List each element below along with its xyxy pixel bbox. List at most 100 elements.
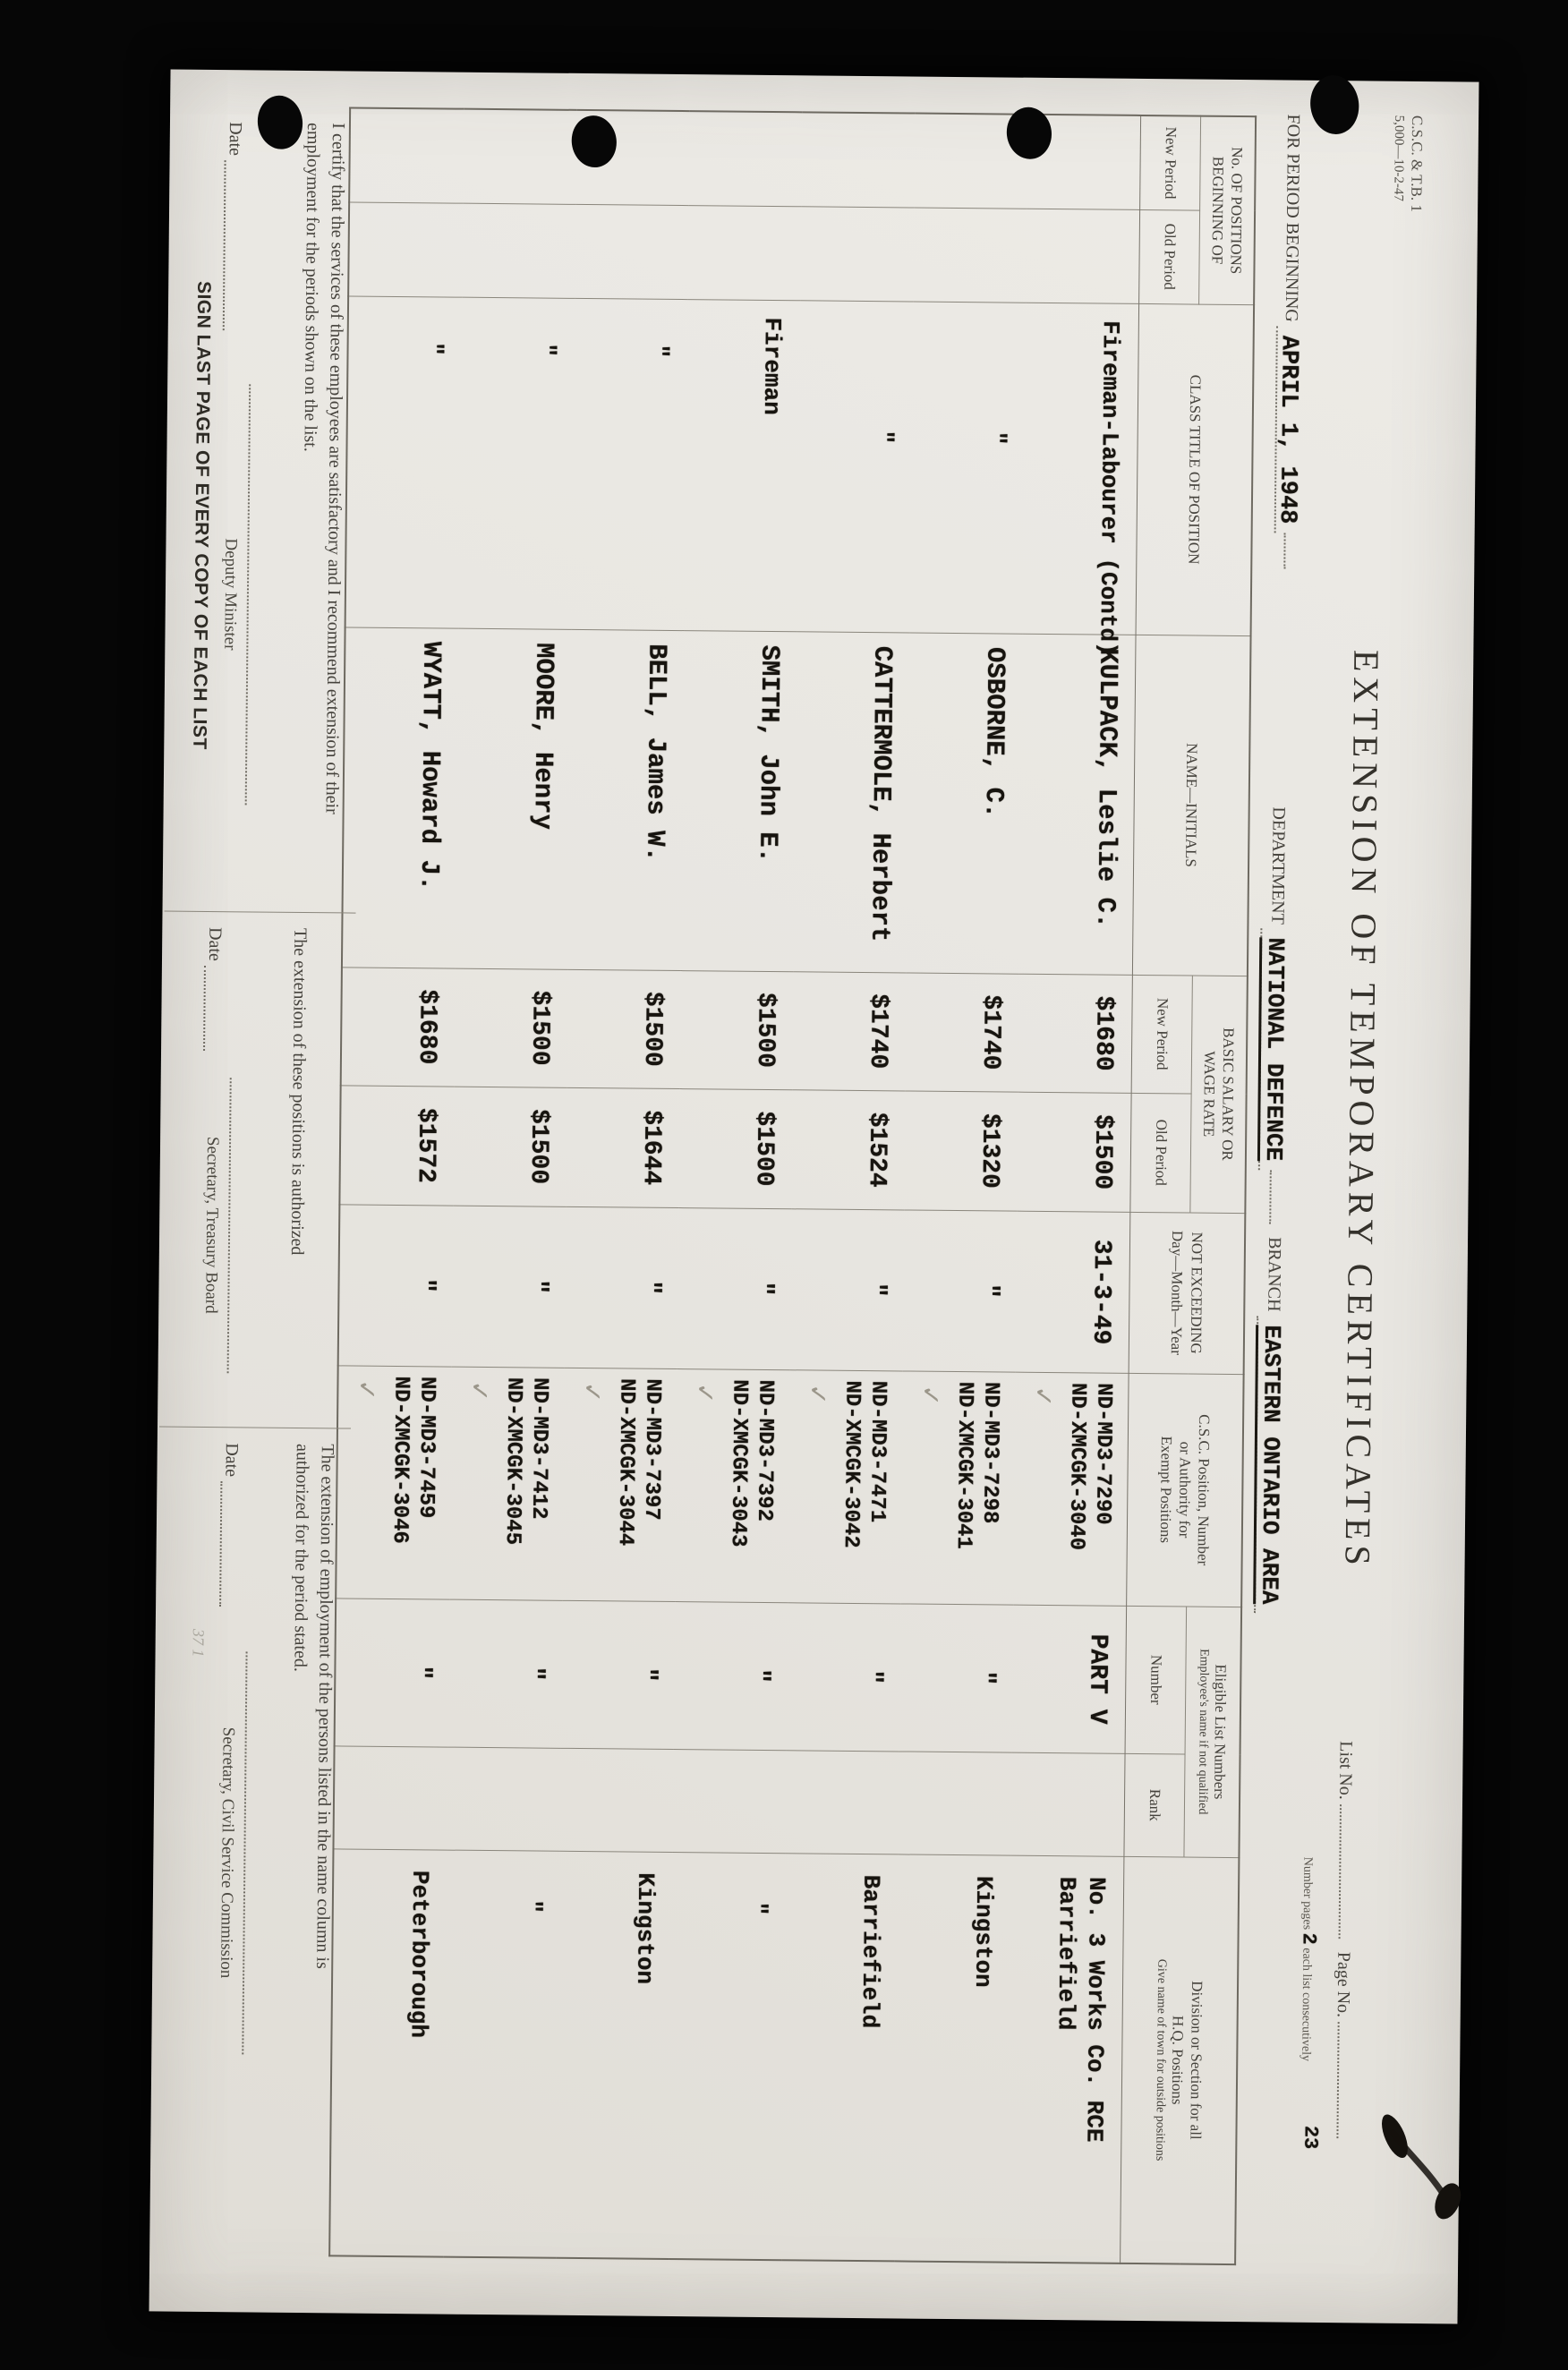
csc-number-cell: ND-MD3-7471 ND-XMCGK-3042 ✓ bbox=[788, 1369, 903, 1604]
typed-pages-count: 2 bbox=[1297, 1932, 1320, 1945]
department-branch-line: DEPARTMENT NATIONAL DEFENCE BRANCH EASTE… bbox=[1253, 806, 1293, 1614]
csc-number-cell: ND-MD3-7397 ND-XMCGK-3044 ✓ bbox=[562, 1367, 677, 1602]
csc-number-cell: ND-MD3-7392 ND-XMCGK-3043 ✓ bbox=[675, 1368, 790, 1603]
not-exceeding-cell: 31-3-49 bbox=[1086, 1239, 1116, 1345]
name-cell: CATTERMOLE, Herbert bbox=[865, 645, 898, 942]
salary-old-cell: $1524 bbox=[862, 1112, 891, 1188]
not-exceeding-cell: " bbox=[635, 1280, 664, 1296]
certification-block: I certify that the services of these emp… bbox=[187, 122, 351, 895]
period-line: FOR PERIOD BEGINNING APRIL 1, 1948 bbox=[1274, 114, 1307, 569]
punch-hole bbox=[1307, 72, 1363, 138]
salary-old-cell: $1500 bbox=[749, 1111, 779, 1187]
eligible-number-cell: " bbox=[406, 1665, 435, 1681]
branch-value: EASTERN ONTARIO AREA bbox=[1253, 1325, 1286, 1605]
treasury-authorization-text: The extension of these positions is auth… bbox=[286, 927, 311, 1256]
class-title-cell: " bbox=[533, 314, 560, 358]
header-salary-old: Old Period bbox=[1129, 1092, 1192, 1213]
not-exceeding-cell: " bbox=[861, 1282, 890, 1298]
header-new-period: New Period bbox=[1139, 115, 1201, 210]
list-no-label: List No. bbox=[1335, 1741, 1356, 1800]
pencil-checkmark: ✓ bbox=[1028, 1385, 1059, 1408]
class-title-cell: Fireman bbox=[757, 317, 786, 415]
table-row: " MOORE, Henry $1500 $1500 " ND-MD3-7412… bbox=[443, 108, 577, 2258]
period-label: FOR PERIOD BEGINNING bbox=[1281, 114, 1304, 322]
division-cell: No. 3 Works Co. RCE Barriefield bbox=[1007, 1854, 1124, 2263]
page-title: EXTENSION OF TEMPORARY CERTIFICATES bbox=[1337, 649, 1387, 1571]
salary-new-cell: $1500 bbox=[637, 991, 667, 1067]
document-page: C.S.C. & T.B. 1 5,000—10-2-47 EXTENSION … bbox=[149, 69, 1479, 2324]
not-exceeding-cell: " bbox=[974, 1283, 1002, 1299]
header-salary-new: New Period bbox=[1131, 974, 1193, 1094]
header-class-title: CLASS TITLE OF POSITION bbox=[1136, 303, 1255, 636]
division-cell: Kingston bbox=[894, 1854, 1011, 2263]
note-part1: Number pages bbox=[1300, 1856, 1315, 1931]
salary-old-cell: $1320 bbox=[975, 1113, 1004, 1189]
division-cell: " bbox=[669, 1852, 786, 2261]
division-cell: Peterborough bbox=[329, 1848, 447, 2257]
salary-new-cell: $1740 bbox=[863, 993, 892, 1070]
pencil-checkmark: ✓ bbox=[690, 1382, 720, 1404]
salary-new-cell: $1680 bbox=[1088, 995, 1118, 1071]
form-number-line2: 5,000—10-2-47 bbox=[1391, 115, 1407, 202]
csc-block: The extension of employment of the perso… bbox=[213, 1443, 340, 2263]
period-leader bbox=[1283, 533, 1303, 569]
department-leader bbox=[1269, 1170, 1289, 1224]
not-exceeding-cell: " bbox=[748, 1281, 777, 1297]
name-cell: KULPACK, Leslie C. bbox=[1090, 647, 1123, 929]
treasury-board-block: The extension of these positions is auth… bbox=[200, 927, 312, 1411]
list-no-blank bbox=[1338, 1803, 1359, 1939]
date-blank bbox=[203, 965, 223, 1051]
class-title-cell: " bbox=[645, 316, 673, 359]
header-not-exceeding: NOT EXCEEDING Day—Month—Year bbox=[1129, 1211, 1246, 1375]
eligible-number-cell: " bbox=[632, 1667, 660, 1683]
header-name: NAME—INITIALS bbox=[1132, 634, 1251, 976]
header-eligible-group: Eligible List Numbers Employee's name if… bbox=[1183, 1606, 1242, 1858]
form-number-line1: C.S.C. & T.B. 1 bbox=[1408, 115, 1427, 213]
table-row: Fireman-Labourer (Contd) KULPACK, Leslie… bbox=[1007, 114, 1141, 2263]
signature-blank bbox=[242, 1651, 265, 2055]
eligible-number-cell: " bbox=[857, 1669, 886, 1685]
department-label: DEPARTMENT bbox=[1267, 806, 1289, 925]
header-eligible-rank: Rank bbox=[1123, 1752, 1186, 1857]
division-cell: Kingston bbox=[556, 1850, 673, 2260]
page-no-blank bbox=[1336, 2022, 1357, 2139]
table-row: " OSBORNE, C. $1740 $1320 " ND-MD3-7298 … bbox=[894, 113, 1028, 2263]
eligible-number-cell: " bbox=[970, 1670, 999, 1686]
department-value: NATIONAL DEFENCE bbox=[1257, 937, 1290, 1162]
date-blank bbox=[222, 159, 243, 331]
name-cell: WYATT, Howard J. bbox=[413, 641, 447, 891]
ink-smudge bbox=[1381, 2114, 1461, 2220]
treasury-secretary-label: Secretary, Treasury Board bbox=[201, 1136, 223, 1314]
table-row: " WYATT, Howard J. $1680 $1572 " ND-MD3-… bbox=[329, 107, 464, 2257]
date-label: Date bbox=[225, 122, 245, 157]
csc-number-cell: ND-MD3-7298 ND-XMCGK-3041 ✓ bbox=[900, 1370, 1016, 1605]
salary-old-cell: $1500 bbox=[524, 1108, 553, 1185]
pencil-checkmark: ✓ bbox=[577, 1381, 608, 1403]
salary-new-cell: $1740 bbox=[976, 994, 1005, 1070]
csc-number-cell: ND-MD3-7412 ND-XMCGK-3045 ✓ bbox=[449, 1366, 565, 1600]
not-exceeding-cell: " bbox=[523, 1279, 551, 1295]
salary-old-cell: $1500 bbox=[1087, 1113, 1117, 1190]
table-row: " CATTERMOLE, Herbert $1740 $1524 " ND-M… bbox=[781, 112, 916, 2262]
note-part2: each list consecutively bbox=[1299, 1948, 1314, 2062]
header-positions-group: No. OF POSITIONS BEGINNING OF bbox=[1198, 115, 1257, 305]
csc-secretary-label: Secretary, Civil Service Commission bbox=[217, 1726, 238, 1979]
csc-authorization-text: The extension of employment of the perso… bbox=[290, 1443, 337, 1969]
date-label: Date bbox=[221, 1443, 242, 1478]
sign-last-page-note: SIGN LAST PAGE OF EVERY COPY OF EACH LIS… bbox=[189, 280, 215, 750]
name-cell: SMITH, John E. bbox=[753, 644, 785, 864]
pencil-annotation: 37 1 bbox=[189, 1628, 208, 1658]
branch-label: BRANCH bbox=[1264, 1237, 1285, 1312]
class-title-cell: " bbox=[983, 319, 1011, 446]
pencil-checkmark: ✓ bbox=[464, 1380, 495, 1402]
pencil-checkmark: ✓ bbox=[352, 1379, 382, 1401]
date-label: Date bbox=[204, 926, 226, 961]
division-cell: Barriefield bbox=[781, 1853, 899, 2262]
header-old-period: Old Period bbox=[1138, 209, 1200, 304]
header-csc-position: C.S.C. Position, Number or Authority for… bbox=[1126, 1372, 1244, 1607]
salary-old-cell: $1572 bbox=[411, 1107, 440, 1184]
form-number-block: C.S.C. & T.B. 1 5,000—10-2-47 bbox=[1388, 115, 1427, 212]
csc-number-cell: ND-MD3-7290 ND-XMCGK-3040 ✓ bbox=[1013, 1371, 1129, 1606]
typed-page-number: 23 bbox=[1299, 2125, 1322, 2150]
